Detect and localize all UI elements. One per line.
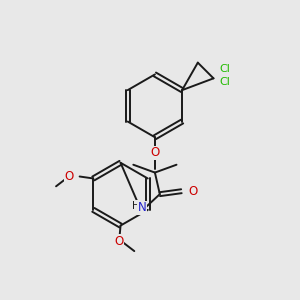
Text: O: O xyxy=(114,235,123,248)
Text: N: N xyxy=(138,201,146,214)
Text: O: O xyxy=(64,170,74,183)
Text: H: H xyxy=(132,201,140,211)
Text: Cl: Cl xyxy=(220,77,231,87)
Text: O: O xyxy=(150,146,160,159)
Text: O: O xyxy=(188,185,197,198)
Text: Cl: Cl xyxy=(220,64,231,74)
